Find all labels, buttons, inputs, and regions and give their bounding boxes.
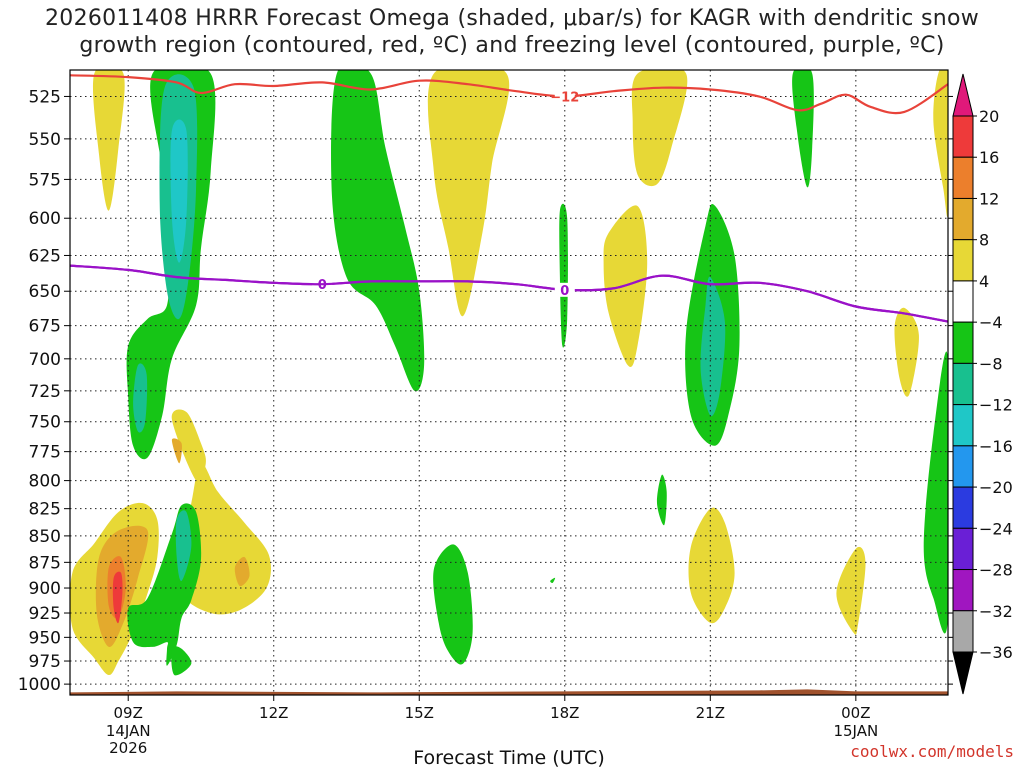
omega-region-16 xyxy=(331,70,425,392)
y-tick-label-625: 625 xyxy=(29,246,61,266)
omega-region-31 xyxy=(550,577,556,584)
colorbar-under-arrow xyxy=(952,651,974,695)
x-tick-date-09Z: 14JAN xyxy=(106,722,151,740)
x-tick-label-21Z: 21Z xyxy=(696,704,725,722)
colorbar-label-7: −12 xyxy=(979,396,1013,415)
y-tick-label-525: 525 xyxy=(29,87,61,107)
x-tick-year-09Z: 2026 xyxy=(109,739,147,757)
colorbar-label-12: −32 xyxy=(979,602,1013,621)
y-tick-label-875: 875 xyxy=(29,553,61,573)
omega-region-27 xyxy=(894,307,919,397)
colorbar-bin-10 xyxy=(952,527,974,571)
omega-region-5 xyxy=(171,409,206,483)
colorbar-label-1: 16 xyxy=(979,148,999,167)
colorbar-bin-11 xyxy=(952,569,974,612)
omega-region-12 xyxy=(112,571,123,624)
colorbar-label-4: 4 xyxy=(979,272,989,291)
omega-region-24 xyxy=(688,507,735,624)
colorbar-label-10: −24 xyxy=(979,519,1013,538)
y-tick-label-725: 725 xyxy=(29,382,61,402)
colorbar-bin-6 xyxy=(952,362,974,406)
chart-title-line-2: growth region (contoured, red, ºC) and f… xyxy=(79,33,945,58)
x-tick-label-00Z: 00Z xyxy=(841,704,870,722)
x-axis-label: Forecast Time (UTC) xyxy=(413,747,604,768)
colorbar-bin-12 xyxy=(952,610,974,653)
plot-frame xyxy=(69,69,949,696)
colorbar-label-9: −20 xyxy=(979,478,1013,497)
y-tick-label-575: 575 xyxy=(29,170,61,190)
omega-region-29 xyxy=(923,351,948,634)
colorbar-label-11: −28 xyxy=(979,561,1013,580)
colorbar-bin-7 xyxy=(952,404,974,447)
freezing-level-contour-b-label-bg xyxy=(554,282,575,297)
colorbar-label-0: 20 xyxy=(979,107,999,126)
colorbar-bin-5 xyxy=(952,321,974,364)
omega-region-15 xyxy=(175,510,192,582)
colorbar-label-2: 12 xyxy=(979,189,999,208)
y-tick-label-1000: 1000 xyxy=(18,675,61,695)
y-tick-label-925: 925 xyxy=(29,604,61,624)
colorbar-bin-8 xyxy=(952,445,974,488)
omega-region-7 xyxy=(234,556,250,587)
y-tick-label-850: 850 xyxy=(29,527,61,547)
x-tick-label-15Z: 15Z xyxy=(405,704,434,722)
colorbar-label-8: −16 xyxy=(979,437,1013,456)
colorbar-bin-0 xyxy=(952,115,974,158)
colorbar-label-6: −8 xyxy=(979,354,1003,373)
omega-region-26 xyxy=(836,546,866,635)
colorbar-bin-3 xyxy=(952,239,974,282)
y-tick-label-775: 775 xyxy=(29,443,61,463)
omega-region-8 xyxy=(171,438,182,464)
y-tick-label-950: 950 xyxy=(29,628,61,648)
omega-region-28 xyxy=(933,70,948,217)
colorbar-label-13: −36 xyxy=(979,643,1013,662)
freezing-level-contour-b-label: 0 xyxy=(560,284,569,299)
omega-region-4 xyxy=(133,363,148,433)
colorbar-bin-1 xyxy=(952,156,974,199)
freezing-level-contour-label: 0 xyxy=(318,278,327,293)
y-tick-label-675: 675 xyxy=(29,317,61,337)
colorbar-bin-9 xyxy=(952,486,974,529)
freezing-level-contour-b xyxy=(70,264,948,323)
omega-region-0 xyxy=(92,70,125,211)
y-tick-label-825: 825 xyxy=(29,500,61,520)
colorbar-bin-2 xyxy=(952,197,974,241)
colorbar-label-5: −4 xyxy=(979,313,1003,332)
y-tick-label-650: 650 xyxy=(29,282,61,302)
x-tick-label-12Z: 12Z xyxy=(259,704,288,722)
y-tick-label-600: 600 xyxy=(29,209,61,229)
omega-region-3 xyxy=(170,119,188,263)
dgz-contour-minus12-label-bg xyxy=(554,89,575,104)
x-tick-date-00Z: 15JAN xyxy=(833,722,878,740)
x-tick-label-18Z: 18Z xyxy=(550,704,579,722)
omega-region-17 xyxy=(427,70,510,317)
y-tick-label-750: 750 xyxy=(29,413,61,433)
dgz-contour-minus12 xyxy=(70,74,948,115)
omega-region-22 xyxy=(700,276,726,417)
credit-link[interactable]: coolwx.com/models xyxy=(850,742,1014,761)
y-tick-label-550: 550 xyxy=(29,130,61,150)
omega-region-18 xyxy=(559,203,568,348)
colorbar-label-3: 8 xyxy=(979,231,989,250)
chart-title-line-1: 2026011408 HRRR Forecast Omega (shaded, … xyxy=(44,6,980,31)
x-tick-label-09Z: 09Z xyxy=(114,704,143,722)
y-tick-label-700: 700 xyxy=(29,350,61,370)
y-tick-label-900: 900 xyxy=(29,579,61,599)
terrain-surface xyxy=(70,689,948,695)
omega-region-25 xyxy=(792,70,814,188)
colorbar-over-arrow xyxy=(952,73,974,117)
y-tick-label-800: 800 xyxy=(29,472,61,492)
omega-region-20 xyxy=(631,70,688,187)
omega-region-30 xyxy=(433,544,473,665)
colorbar-bin-4 xyxy=(952,280,974,323)
omega-region-23 xyxy=(656,474,667,526)
dgz-contour-minus12-label: −12 xyxy=(550,90,579,105)
y-tick-label-975: 975 xyxy=(29,652,61,672)
